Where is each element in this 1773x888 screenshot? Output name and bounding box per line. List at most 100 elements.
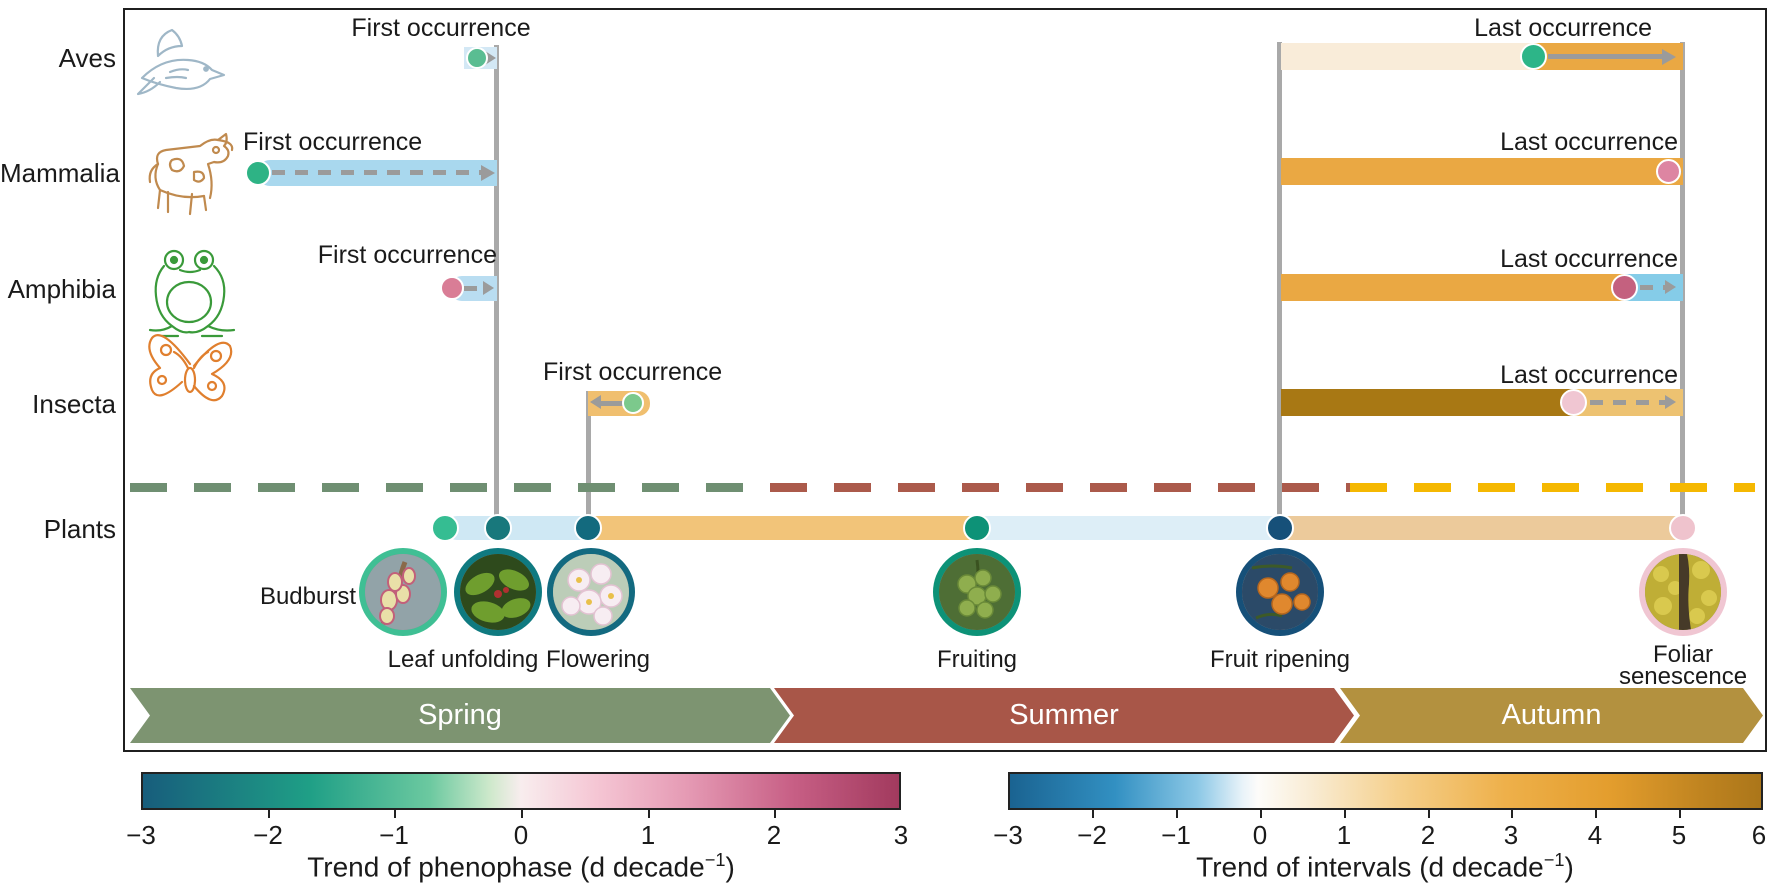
phenophase-tick-label: 2 — [766, 820, 782, 850]
intervals-tick-label: −1 — [1161, 820, 1191, 850]
connector-line-flowering — [586, 391, 591, 517]
intervals-colorbar-title: Trend of intervals (d decade−1) — [1196, 850, 1574, 883]
aves-last-arrowhead — [1662, 49, 1676, 65]
intervals-tick-label: 3 — [1503, 820, 1519, 850]
phenophase-colorbar-tick — [521, 810, 523, 818]
season-label-autumn: Autumn — [1501, 699, 1602, 731]
leaf-unfolding-photo — [454, 548, 542, 636]
foliar-senescence-label-line1: Foliar — [1652, 641, 1713, 668]
butterfly-icon — [148, 334, 233, 402]
insecta-last-dot — [1560, 389, 1587, 416]
insecta-last-occurrence-label: Last occurrence — [1500, 361, 1678, 389]
aves-last-dot — [1520, 43, 1547, 70]
intervals-tick-label: −2 — [1077, 820, 1107, 850]
phenophase-tick-label: 1 — [640, 820, 656, 850]
season-dash-autumn — [1350, 483, 1755, 492]
fruit-ripening-dot — [1266, 514, 1294, 542]
season-label-summer: Summer — [1009, 699, 1119, 731]
foliar-senescence-photo — [1639, 548, 1727, 636]
fruit-ripening-photo — [1236, 548, 1324, 636]
phenophase-colorbar-title: Trend of phenophase (d decade−1) — [307, 850, 735, 883]
season-label-spring: Spring — [418, 699, 502, 731]
row-label-mammalia: Mammalia — [0, 158, 120, 188]
phenophase-tick-label: 3 — [893, 820, 909, 850]
flowering-photo — [547, 548, 635, 636]
aves-last-occurrence-label: Last occurrence — [1474, 14, 1652, 42]
mammalia-last-dot — [1656, 159, 1681, 184]
insecta-first-occurrence-label: First occurrence — [543, 358, 723, 386]
intervals-colorbar-tick — [1595, 810, 1597, 818]
intervals-tick-label: 6 — [1751, 820, 1767, 850]
intervals-tick-label: 4 — [1587, 820, 1603, 850]
foliar-senescence-label-line2: senescence — [1618, 663, 1748, 690]
amphibia-first-arrowhead — [483, 281, 494, 295]
phenophase-tick-label: −3 — [126, 820, 156, 850]
amphibia-first-dot — [440, 276, 464, 300]
intervals-colorbar-tick — [1344, 810, 1346, 818]
aves-first-occurrence-label: First occurrence — [351, 14, 531, 42]
row-label-plants: Plants — [43, 514, 116, 544]
fruiting-dot — [963, 514, 991, 542]
flowering-dot — [574, 514, 602, 542]
plot-border — [123, 8, 1767, 752]
mammalia-last-occurrence-label: Last occurrence — [1500, 128, 1678, 156]
insecta-last-arrow-line — [1590, 400, 1666, 405]
fruiting-photo — [933, 548, 1021, 636]
intervals-tick-label: 0 — [1252, 820, 1268, 850]
intervals-tick-label: 2 — [1420, 820, 1436, 850]
intervals-tick-label: 1 — [1336, 820, 1352, 850]
season-band-autumn: Autumn — [1340, 688, 1763, 743]
plants-timeline-segment-4 — [1280, 516, 1690, 540]
intervals-colorbar-tick — [1176, 810, 1178, 818]
aves-last-arrow-line — [1548, 54, 1664, 59]
intervals-colorbar-tick — [1092, 810, 1094, 818]
plants-timeline-segment-3 — [977, 516, 1280, 540]
phenophase-tick-label: −1 — [379, 820, 409, 850]
season-dash-summer — [770, 483, 1350, 492]
flowering-label: Flowering — [545, 646, 651, 673]
aves-last-bar-cream — [1281, 43, 1534, 70]
mammalia-first-arrowhead — [481, 165, 495, 181]
season-dash-spring — [130, 483, 770, 492]
phenophase-colorbar — [141, 772, 901, 810]
amphibia-last-arrowhead — [1665, 280, 1676, 294]
intervals-colorbar-tick — [1260, 810, 1262, 818]
amphibia-first-occurrence-label: First occurrence — [317, 241, 497, 269]
fruit-ripening-label: Fruit ripening — [1209, 646, 1351, 673]
insecta-last-bar-brown — [1281, 389, 1574, 416]
leaf-unfolding-label: Leaf unfolding — [387, 646, 539, 673]
mammalia-first-occurrence-label: First occurrence — [243, 128, 423, 156]
amphibia-last-dot — [1611, 274, 1638, 301]
bird-icon — [136, 28, 226, 96]
amphibia-last-occurrence-label: Last occurrence — [1500, 245, 1678, 273]
phenophase-colorbar-tick — [648, 810, 650, 818]
intervals-tick-label: 5 — [1671, 820, 1687, 850]
foliar-senescence-dot — [1669, 514, 1697, 542]
insecta-first-arrowhead-left — [590, 395, 601, 409]
amphibia-first-arrow-line — [464, 286, 484, 291]
budburst-label: Budburst — [259, 583, 356, 610]
connector-line-fruit-ripening — [1277, 42, 1282, 517]
intervals-colorbar — [1008, 772, 1763, 810]
phenophase-colorbar-tick — [774, 810, 776, 818]
amphibia-last-arrow-line — [1640, 285, 1666, 290]
fruiting-label: Fruiting — [936, 646, 1018, 673]
mammalia-first-arrow-line — [272, 170, 482, 175]
phenophase-colorbar-tick — [268, 810, 270, 818]
intervals-colorbar-tick — [1428, 810, 1430, 818]
season-band-spring: Spring — [130, 688, 790, 743]
budburst-photo — [359, 548, 447, 636]
phenophase-colorbar-tick — [394, 810, 396, 818]
intervals-colorbar-tick — [1511, 810, 1513, 818]
phenophase-tick-label: 0 — [513, 820, 529, 850]
intervals-tick-label: −3 — [993, 820, 1023, 850]
plants-timeline-segment-1 — [445, 516, 588, 540]
cow-icon — [148, 132, 234, 216]
season-band-summer: Summer — [774, 688, 1354, 743]
plants-timeline-segment-2 — [588, 516, 977, 540]
row-label-amphibia: Amphibia — [7, 274, 116, 304]
insecta-last-arrowhead — [1665, 395, 1676, 409]
mammalia-last-bar — [1281, 158, 1683, 185]
mammalia-first-dot — [245, 160, 271, 186]
